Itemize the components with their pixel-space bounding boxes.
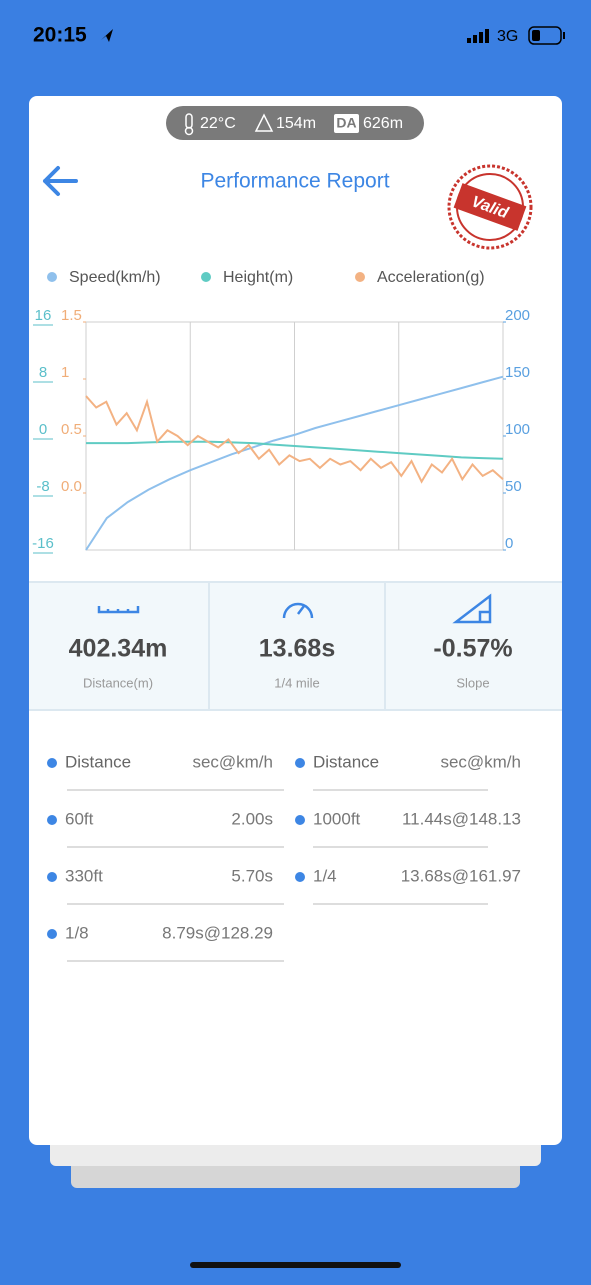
tick-label: 16	[35, 307, 52, 324]
altitude: 154m	[276, 115, 316, 132]
tick-label: 8	[39, 364, 47, 381]
table-cell: 2.00s	[231, 809, 273, 828]
table-cell: 1/8	[65, 923, 89, 942]
tick-label: 1.5	[61, 307, 82, 324]
density-altitude: 626m	[363, 115, 403, 132]
series-line	[85, 395, 504, 484]
legend-swatch	[201, 272, 211, 282]
table-cell: Distance	[313, 752, 379, 771]
bullet	[47, 815, 57, 825]
table-cell: sec@km/h	[192, 752, 273, 771]
legend-label: Acceleration(g)	[377, 269, 485, 286]
table-cell: 11.44s@148.13	[402, 809, 521, 828]
da-label: DA	[336, 115, 356, 131]
tick-label: -8	[36, 478, 49, 495]
bullet	[47, 758, 57, 768]
stat-value: 402.34m	[69, 635, 168, 663]
table-cell: 330ft	[65, 866, 103, 885]
table-cell: 1/4	[313, 866, 337, 885]
home-indicator	[190, 1262, 401, 1268]
page-title: Performance Report	[200, 170, 389, 193]
legend-label: Speed(km/h)	[69, 269, 161, 286]
stat-value: 13.68s	[259, 635, 335, 663]
stat-value: -0.57%	[433, 635, 512, 663]
tick-label: 200	[505, 307, 530, 324]
bullet	[47, 929, 57, 939]
table-cell: 8.79s@128.29	[162, 923, 273, 942]
series-line	[85, 375, 504, 551]
table-cell: 60ft	[65, 809, 94, 828]
series-line	[86, 440, 504, 460]
network: 3G	[497, 28, 518, 45]
legend-swatch	[355, 272, 365, 282]
tick-label: 1	[61, 364, 69, 381]
table-cell: 1000ft	[313, 809, 361, 828]
bullet	[295, 815, 305, 825]
table-cell: Distance	[65, 752, 131, 771]
tick-label: 50	[505, 478, 522, 495]
table-cell: sec@km/h	[440, 752, 521, 771]
tick-label: -16	[32, 535, 54, 552]
legend-label: Height(m)	[223, 269, 293, 286]
slope-icon	[452, 593, 492, 624]
thermometer-icon	[184, 113, 194, 136]
tick-label: 150	[505, 364, 530, 381]
legend-swatch	[47, 272, 57, 282]
bullet	[295, 758, 305, 768]
time: 20:15	[33, 24, 87, 47]
back-button[interactable]	[43, 166, 78, 196]
stat-label: Distance(m)	[83, 675, 153, 690]
battery-tip	[563, 32, 565, 39]
tick-label: 0.5	[61, 421, 82, 438]
mountain-icon	[254, 113, 274, 132]
signal-icon	[467, 29, 489, 43]
bullet	[47, 872, 57, 882]
speedometer-icon	[282, 602, 314, 619]
bullet	[295, 872, 305, 882]
table-cell: 13.68s@161.97	[401, 866, 521, 885]
temperature: 22°C	[200, 115, 236, 132]
battery	[528, 26, 562, 45]
conditions-pill	[166, 106, 424, 140]
tick-label: 0	[39, 421, 47, 438]
stat-label: Slope	[456, 675, 489, 690]
battery-level	[532, 30, 540, 41]
ruler-icon	[97, 606, 140, 614]
da-badge	[334, 114, 359, 133]
stat-label: 1/4 mile	[274, 675, 320, 690]
tick-label: 0	[505, 535, 513, 552]
tick-label: 100	[505, 421, 530, 438]
tick-label: 0.0	[61, 478, 82, 495]
table-cell: 5.70s	[231, 866, 273, 885]
location-icon	[101, 29, 113, 42]
